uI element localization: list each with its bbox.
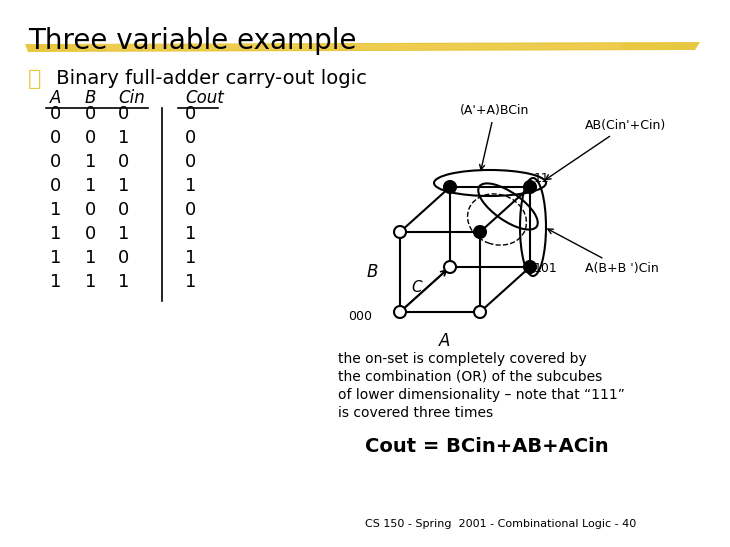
Circle shape xyxy=(444,261,456,273)
Text: of lower dimensionality – note that “111”: of lower dimensionality – note that “111… xyxy=(338,388,625,402)
Text: 1: 1 xyxy=(50,249,61,267)
Text: 1: 1 xyxy=(118,273,129,291)
Polygon shape xyxy=(75,44,625,50)
Text: Cout: Cout xyxy=(185,89,224,107)
Text: AB(Cin'+Cin): AB(Cin'+Cin) xyxy=(545,119,666,179)
Text: 0: 0 xyxy=(85,105,96,123)
Text: 1: 1 xyxy=(118,225,129,243)
Text: 1: 1 xyxy=(85,249,96,267)
Text: is covered three times: is covered three times xyxy=(338,406,493,420)
Text: 0: 0 xyxy=(185,153,196,171)
Text: A: A xyxy=(50,89,61,107)
Text: Three variable example: Three variable example xyxy=(28,27,356,55)
Text: Binary full-adder carry-out logic: Binary full-adder carry-out logic xyxy=(50,69,367,88)
Circle shape xyxy=(474,306,486,318)
Text: 1: 1 xyxy=(185,177,196,195)
Text: Cout = BCin+AB+ACin: Cout = BCin+AB+ACin xyxy=(365,437,609,456)
Text: 0: 0 xyxy=(118,153,129,171)
Text: C: C xyxy=(411,280,422,295)
Text: B: B xyxy=(85,89,96,107)
Text: the combination (OR) of the subcubes: the combination (OR) of the subcubes xyxy=(338,370,602,384)
Text: 0: 0 xyxy=(85,201,96,219)
Text: 1: 1 xyxy=(50,201,61,219)
Text: 1: 1 xyxy=(185,273,196,291)
Text: 0: 0 xyxy=(185,105,196,123)
Circle shape xyxy=(524,261,536,273)
Text: 0: 0 xyxy=(85,129,96,147)
Circle shape xyxy=(394,226,406,238)
Text: Cin: Cin xyxy=(118,89,145,107)
Text: 1: 1 xyxy=(85,273,96,291)
Text: 000: 000 xyxy=(348,311,372,323)
Text: 0: 0 xyxy=(185,201,196,219)
Circle shape xyxy=(524,181,536,193)
Circle shape xyxy=(394,306,406,318)
Text: 1: 1 xyxy=(85,177,96,195)
Text: 1: 1 xyxy=(50,273,61,291)
Circle shape xyxy=(444,181,456,193)
Text: 101: 101 xyxy=(534,263,558,276)
Text: 0: 0 xyxy=(85,225,96,243)
Text: 1: 1 xyxy=(50,225,61,243)
Text: 0: 0 xyxy=(118,201,129,219)
Text: 1: 1 xyxy=(118,177,129,195)
Polygon shape xyxy=(25,42,700,52)
Text: 0: 0 xyxy=(50,105,61,123)
Text: 0: 0 xyxy=(185,129,196,147)
Text: 0: 0 xyxy=(118,249,129,267)
Text: 0: 0 xyxy=(50,153,61,171)
Text: the on-set is completely covered by: the on-set is completely covered by xyxy=(338,352,587,366)
Text: A(B+B ')Cin: A(B+B ')Cin xyxy=(548,229,658,275)
Text: 0: 0 xyxy=(118,105,129,123)
Text: A: A xyxy=(439,332,450,350)
Text: 1: 1 xyxy=(118,129,129,147)
Text: 11: 11 xyxy=(534,172,550,185)
Text: 1: 1 xyxy=(185,249,196,267)
Text: 1: 1 xyxy=(185,225,196,243)
Text: 0: 0 xyxy=(50,177,61,195)
Text: (A'+A)BCin: (A'+A)BCin xyxy=(460,104,529,170)
Text: 0: 0 xyxy=(50,129,61,147)
Text: CS 150 - Spring  2001 - Combinational Logic - 40: CS 150 - Spring 2001 - Combinational Log… xyxy=(365,519,637,529)
Text: B: B xyxy=(366,263,378,281)
Circle shape xyxy=(474,226,486,238)
Text: ⎄: ⎄ xyxy=(28,69,42,89)
Text: 1: 1 xyxy=(85,153,96,171)
